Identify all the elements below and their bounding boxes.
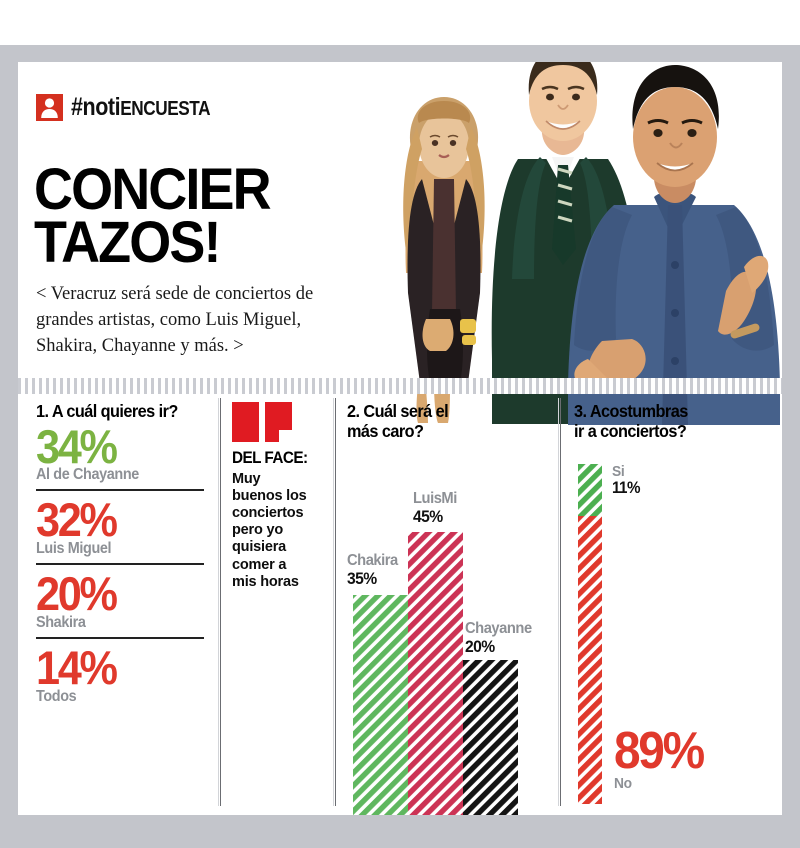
quote-body: Muy buenos los conciertos pero yo quisie… bbox=[232, 471, 307, 590]
column-divider bbox=[218, 398, 222, 806]
question-3-heading: 3. Acostumbras ir a conciertos? bbox=[574, 401, 688, 441]
hashtag-label: #notiENCUESTA bbox=[71, 93, 211, 121]
q1-label-3: Shakira bbox=[36, 613, 86, 631]
q1-label-4: Todos bbox=[36, 687, 77, 705]
question-3-column: 3. Acostumbras ir a conciertos? bbox=[558, 398, 782, 815]
segment-si bbox=[578, 464, 602, 516]
question-2-heading: 2. Cuál será el más caro? bbox=[347, 401, 449, 441]
quote-title: DEL FACE: bbox=[232, 448, 308, 467]
q2-caption-chayanne: Chayanne 20% bbox=[465, 620, 532, 656]
bar-luismi bbox=[408, 532, 463, 815]
q3-caption-no: 89% No bbox=[614, 721, 705, 792]
q2-bars-svg bbox=[353, 532, 518, 815]
subtitle-text: < Veracruz será sede de conciertos de gr… bbox=[36, 283, 314, 357]
q1-pct-3: 20% bbox=[36, 567, 118, 621]
infographic-canvas: #notiENCUESTA CONCIER TAZOS! < Veracruz … bbox=[18, 62, 782, 815]
hashtag-suffix: ENCUESTA bbox=[120, 98, 211, 120]
tick-divider bbox=[18, 378, 782, 394]
chayanne-photo bbox=[568, 65, 780, 425]
quotation-mark-icon bbox=[232, 402, 294, 442]
page-title: CONCIER TAZOS! bbox=[34, 156, 272, 276]
hashtag-row: #notiENCUESTA bbox=[36, 94, 233, 121]
luis-miguel-photo bbox=[491, 62, 639, 424]
facebook-quote-column: DEL FACE: Muy buenos los conciertos pero… bbox=[218, 398, 333, 815]
q2-bar-chart: Chakira 35% LuisMi 45% Chayanne 20% bbox=[347, 470, 547, 815]
q1-result-3: 20% Shakira bbox=[36, 567, 204, 631]
q1-label-1: Al de Chayanne bbox=[36, 465, 139, 483]
divider-rule bbox=[36, 637, 204, 640]
q1-pct-4: 14% bbox=[36, 641, 118, 695]
bar-chayanne bbox=[463, 660, 518, 815]
question-1-heading: 1. A cuál quieres ir? bbox=[36, 401, 178, 421]
user-avatar-icon bbox=[36, 94, 63, 121]
divider-rule bbox=[36, 563, 204, 566]
q1-result-2: 32% Luis Miguel bbox=[36, 493, 204, 557]
question-2-column: 2. Cuál será el más caro? bbox=[333, 398, 558, 815]
q3-stacked-bar: Si 11% 89% No bbox=[578, 464, 768, 804]
question-1-column: 1. A cuál quieres ir? 34% Al de Chayanne… bbox=[18, 401, 218, 815]
q1-result-1: 34% Al de Chayanne bbox=[36, 419, 204, 483]
q2-caption-chakira: Chakira 35% bbox=[347, 552, 398, 588]
q1-pct-2: 32% bbox=[36, 493, 118, 547]
q2-caption-luismi: LuisMi 45% bbox=[413, 490, 457, 526]
shakira-photo bbox=[403, 97, 485, 423]
column-divider bbox=[333, 398, 337, 806]
q3-bar-svg bbox=[578, 464, 602, 804]
segment-no bbox=[578, 516, 602, 804]
q1-pct-1: 34% bbox=[36, 419, 118, 473]
divider-rule bbox=[36, 489, 204, 492]
q3-caption-si: Si 11% bbox=[612, 463, 640, 497]
bar-chakira bbox=[353, 595, 408, 815]
q1-label-2: Luis Miguel bbox=[36, 539, 112, 557]
q1-result-4: 14% Todos bbox=[36, 641, 204, 705]
results-columns: 1. A cuál quieres ir? 34% Al de Chayanne… bbox=[18, 398, 782, 815]
column-divider bbox=[558, 398, 562, 806]
hashtag-prefix: #noti bbox=[71, 93, 121, 121]
